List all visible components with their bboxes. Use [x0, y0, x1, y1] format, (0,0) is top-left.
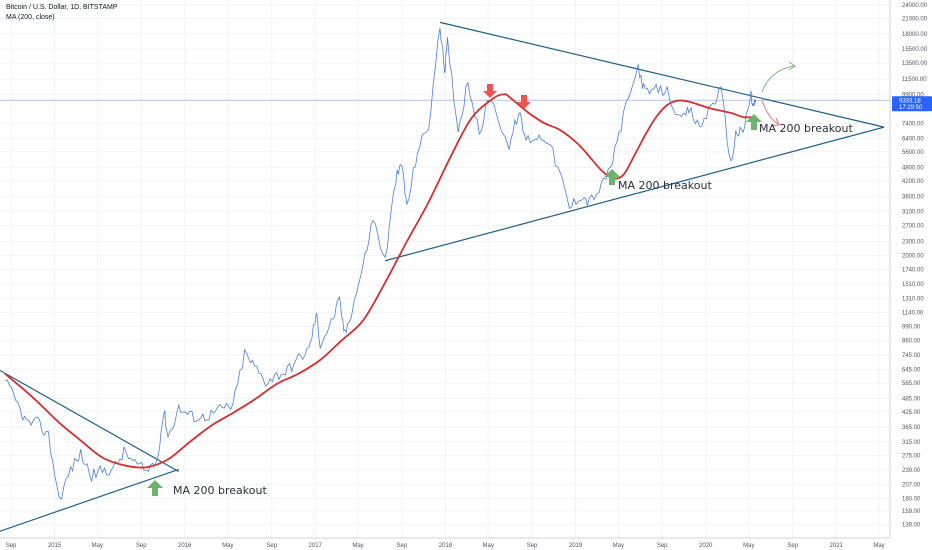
arrow-shape	[147, 480, 163, 496]
y-tick-label: 9900.00	[902, 92, 924, 98]
x-axis-background	[0, 538, 932, 550]
y-tick-label: 24000.00	[902, 3, 928, 9]
x-tick-label: 2016	[178, 543, 192, 549]
trendline-4	[384, 126, 885, 262]
breakout-up-arrow-2	[604, 169, 620, 185]
arrow-shape	[517, 95, 531, 109]
trendline-3	[439, 21, 885, 128]
x-tick-label: 2019	[569, 543, 583, 549]
y-tick-label: 7400.00	[902, 122, 924, 128]
x-tick-label: May	[352, 543, 363, 549]
y-tick-label: 2300.00	[902, 239, 924, 245]
y-tick-label: 13500.00	[902, 61, 928, 67]
projection-down-arrow	[761, 99, 780, 127]
breakout-up-arrow-1	[147, 480, 163, 496]
y-tick-label: 425.00	[902, 410, 921, 416]
price-badge-countdown: 17:29:50	[899, 105, 923, 111]
x-tick-label: May	[743, 543, 754, 549]
y-tick-label: 207.00	[902, 482, 921, 488]
projection-head	[771, 117, 780, 127]
y-tick-label: 1740.00	[902, 268, 924, 274]
rejection-down-arrow-1	[483, 84, 497, 98]
y-tick-label: 990.00	[902, 324, 921, 330]
chart-title: Bitcoin / U.S. Dollar, 1D, BITSTAMP	[6, 4, 118, 11]
x-tick-label: Sep	[266, 543, 277, 549]
x-tick-label: Sep	[6, 543, 17, 549]
x-tick-label: May	[222, 543, 233, 549]
y-axis-background	[890, 0, 932, 550]
y-tick-label: 18000.00	[902, 32, 928, 38]
y-tick-label: 15500.00	[902, 47, 928, 53]
price-badge	[892, 96, 932, 112]
y-tick-label: 11500.00	[902, 77, 927, 83]
x-tick-label: 2017	[309, 543, 323, 549]
x-tick-label: May	[92, 543, 103, 549]
y-tick-label: 485.00	[902, 396, 921, 402]
price-badge-value: 9333.18	[899, 99, 921, 105]
x-tick-label: May	[873, 543, 884, 549]
y-tick-label: 159.00	[902, 509, 921, 515]
arrow-shape	[483, 84, 497, 98]
rejection-down-arrow-2	[517, 95, 531, 109]
y-tick-label: 21000.00	[902, 16, 928, 22]
y-tick-label: 315.00	[902, 440, 921, 446]
y-tick-label: 2700.00	[902, 223, 924, 229]
projection-up-arrow	[761, 61, 796, 93]
x-tick-label: May	[613, 543, 624, 549]
y-tick-label: 4200.00	[902, 179, 924, 185]
annotation-label: MA 200 breakout	[618, 179, 712, 192]
arrow-shape	[746, 114, 762, 130]
y-tick-label: 365.00	[902, 425, 921, 431]
x-tick-label: Sep	[787, 543, 798, 549]
projection-stroke	[761, 99, 779, 125]
price-series-line	[4, 27, 757, 500]
indicator-legend: MA (200, close)	[6, 14, 55, 21]
y-tick-label: 275.00	[902, 454, 921, 460]
y-tick-label: 4800.00	[902, 165, 924, 171]
y-tick-label: 139.00	[902, 522, 921, 528]
x-tick-label: 2021	[830, 543, 844, 549]
annotation-label: MA 200 breakout	[759, 122, 853, 135]
y-tick-label: 1140.00	[902, 310, 924, 316]
trendline-2	[0, 468, 179, 532]
projection-head	[788, 61, 796, 71]
y-tick-label: 645.00	[902, 368, 921, 374]
ma200-series-line	[4, 93, 757, 469]
y-tick-label: 1510.00	[902, 282, 924, 288]
y-tick-label: 3100.00	[902, 209, 924, 215]
y-tick-label: 1310.00	[902, 296, 924, 302]
y-tick-label: 180.00	[902, 496, 921, 502]
x-tick-label: Sep	[136, 543, 147, 549]
x-tick-label: Sep	[397, 543, 408, 549]
y-tick-label: 860.00	[902, 339, 921, 345]
x-tick-label: 2018	[439, 543, 453, 549]
x-tick-label: 2015	[48, 543, 62, 549]
arrow-shape	[604, 169, 620, 185]
annotation-label: MA 200 breakout	[173, 484, 267, 497]
y-tick-label: 6400.00	[902, 136, 924, 142]
y-tick-label: 3600.00	[902, 194, 924, 200]
y-tick-label: 2000.00	[902, 254, 924, 260]
trendline-1	[0, 369, 179, 473]
x-tick-label: Sep	[527, 543, 538, 549]
x-tick-label: Sep	[657, 543, 668, 549]
x-tick-label: May	[483, 543, 494, 549]
projection-stroke	[761, 65, 795, 93]
y-tick-label: 565.00	[902, 381, 921, 387]
x-tick-label: 2020	[699, 543, 713, 549]
breakout-up-arrow-3	[746, 114, 762, 130]
y-tick-label: 745.00	[902, 353, 921, 359]
grid	[0, 0, 890, 538]
y-tick-label: 239.00	[902, 468, 921, 474]
y-tick-label: 5600.00	[902, 150, 924, 156]
